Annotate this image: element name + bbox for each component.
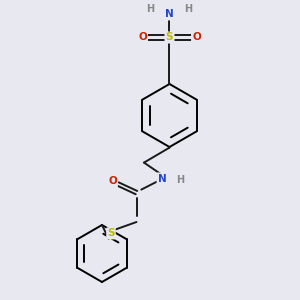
Text: S: S [166, 32, 173, 43]
Text: N: N [158, 173, 166, 184]
Text: O: O [108, 176, 117, 187]
Text: O: O [138, 32, 147, 43]
Text: O: O [192, 32, 201, 43]
Text: H: H [184, 4, 193, 14]
Text: S: S [107, 228, 115, 239]
Text: N: N [165, 9, 174, 20]
Text: H: H [176, 175, 184, 185]
Text: H: H [146, 4, 155, 14]
